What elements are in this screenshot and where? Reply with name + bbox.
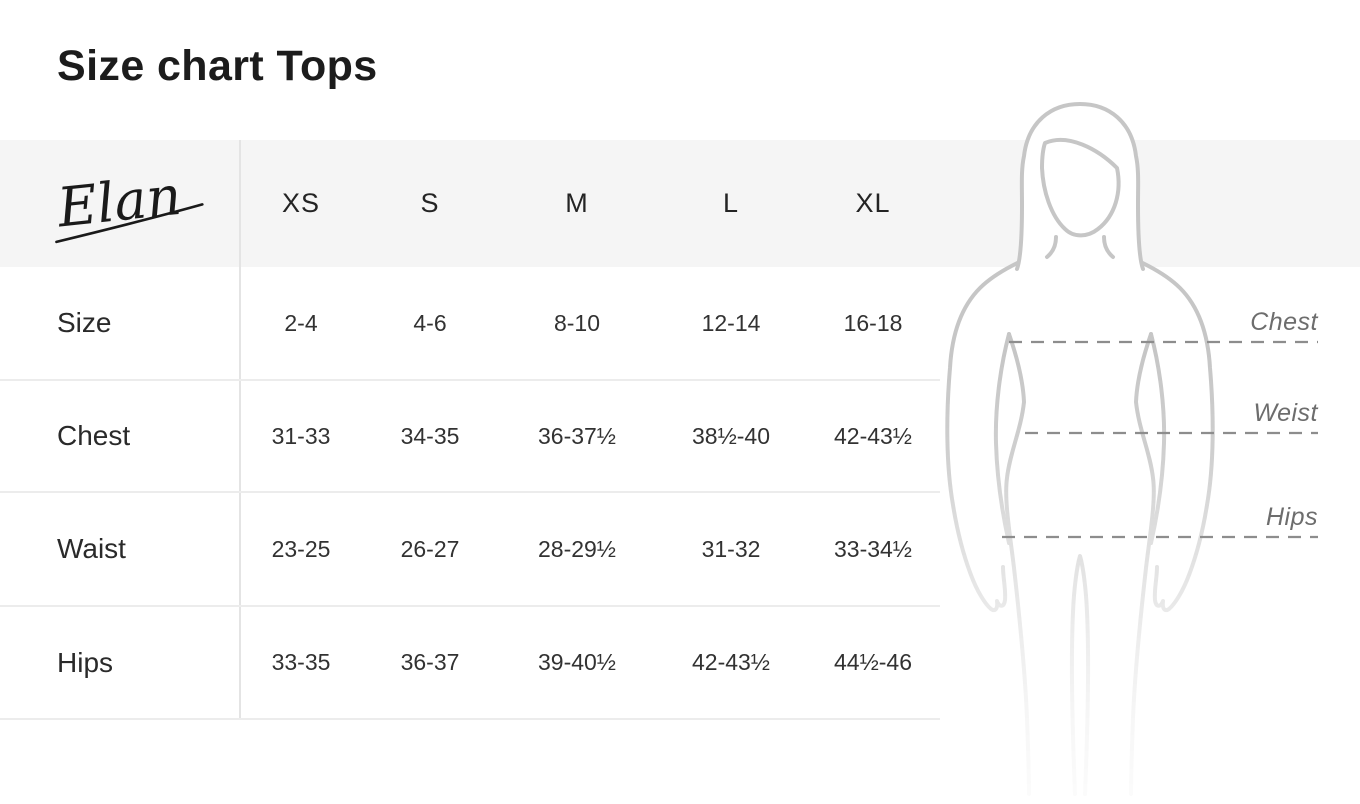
value-cell: 38½-40 [691,422,770,449]
value-cell: 26-27 [400,535,460,562]
row-label: Chest [57,420,131,451]
silhouette-body-fill [947,104,1213,800]
value-cell: 4-6 [413,309,447,336]
column-header-l: L [722,188,740,218]
value-cell: 42-43½ [833,422,912,449]
value-cell: 42-43½ [691,649,770,675]
arm-left-outline [945,243,1060,613]
row-label: Waist [57,533,126,564]
chest-line-label: Chest [1250,308,1318,336]
table-header-row: Elan XS S M L XL [0,140,940,267]
inner-arm-right [1149,332,1167,545]
hair-outline [1015,102,1145,271]
value-cell: 8-10 [553,309,601,336]
column-header-xl: XL [855,188,891,218]
value-cell: 12-14 [701,309,761,336]
arm-right-outline [1100,243,1215,613]
page-title: Size chart Tops [57,42,378,90]
value-cell: 39-40½ [537,649,616,675]
brand-logo-underline [55,202,204,243]
value-cell: 44½-46 [833,649,912,675]
table-row-waist: Waist 23-25 26-27 28-29½ 31-32 33-34½ [0,493,940,607]
value-cell: 34-35 [400,422,460,449]
value-cell: 36-37½ [537,422,616,449]
row-label: Hips [57,646,114,678]
face-outline [1040,137,1121,238]
table-vertical-divider [239,140,241,720]
value-cell: 33-34½ [833,535,912,562]
table-row-chest: Chest 31-33 34-35 36-37½ 38½-40 42-43½ [0,381,940,493]
inner-arm-left [993,332,1011,545]
value-cell: 16-18 [843,309,903,336]
column-header-m: M [565,188,589,218]
table-row-hips: Hips 33-35 36-37 39-40½ 42-43½ 44½-46 [0,607,940,720]
column-header-xs: XS [281,188,321,218]
value-cell: 2-4 [284,309,318,336]
waist-line-label: Weist [1253,399,1318,427]
value-cell: 31-33 [271,422,331,449]
female-silhouette-figure [940,95,1230,804]
value-cell: 33-35 [271,649,331,675]
brand-logo-text: Elan [54,163,185,239]
value-cell: 31-32 [701,535,761,562]
brand-logo: Elan [0,163,240,245]
inner-legs-line [1069,554,1091,796]
neck-left-line [1045,235,1058,259]
value-cell: 36-37 [400,649,460,675]
neck-right-line [1102,235,1115,259]
table-row-size: Size 2-4 4-6 8-10 12-14 16-18 [0,267,940,381]
value-cell: 23-25 [271,535,331,562]
hair-fill [1017,104,1143,269]
hips-line-label: Hips [1265,503,1318,531]
row-label: Size [57,307,112,338]
value-cell: 28-29½ [537,535,616,562]
column-header-s: S [420,188,440,218]
